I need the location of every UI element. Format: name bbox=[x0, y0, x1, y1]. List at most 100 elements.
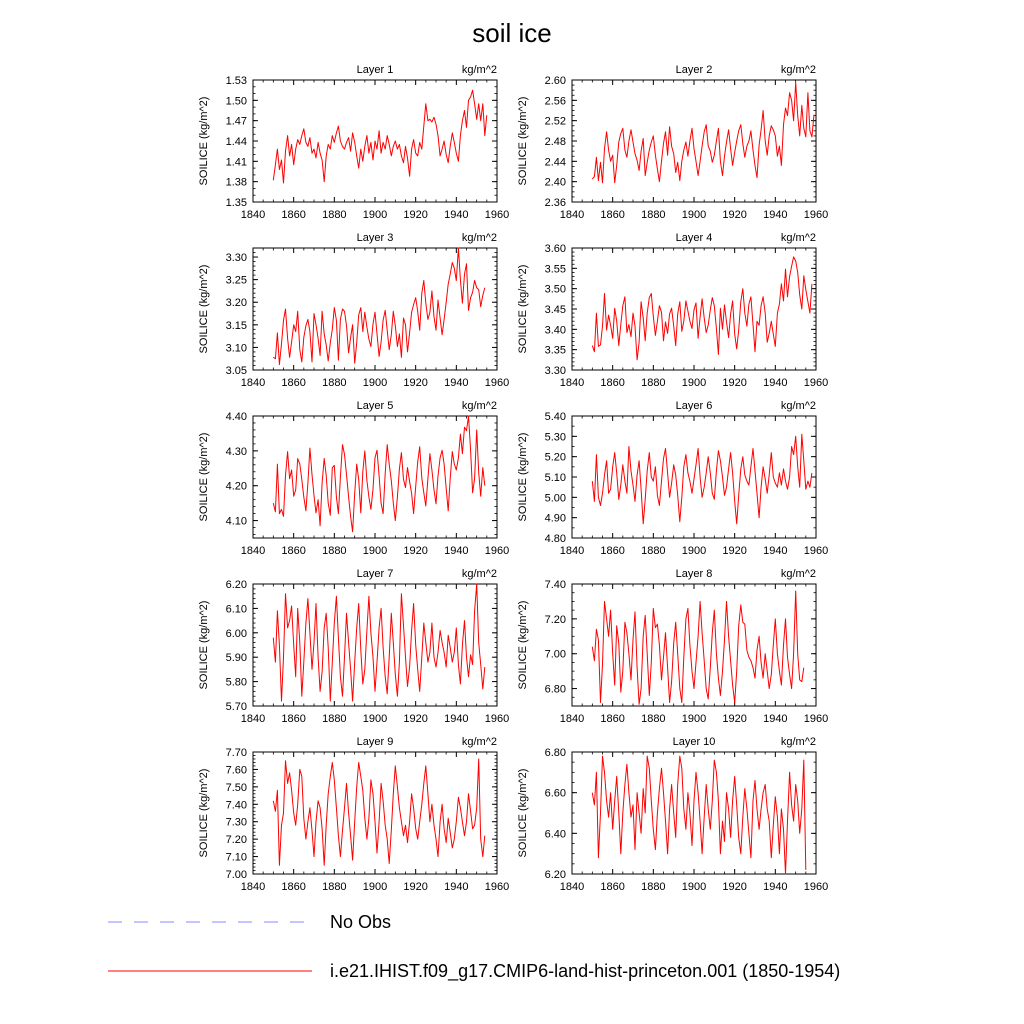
panel-3: 1840 1860 1880 1900 1920 1940 1960 3.05 3.10 3.15… bbox=[198, 232, 509, 389]
x-tick-label: 1880 bbox=[322, 209, 346, 221]
y-tick-label: 3.40 bbox=[545, 324, 566, 336]
panel-title: Layer 2 bbox=[676, 64, 713, 76]
x-tick-label: 1960 bbox=[804, 209, 828, 221]
x-tick-label: 1920 bbox=[403, 377, 427, 389]
y-tick-label: 3.55 bbox=[545, 263, 566, 275]
x-tick-label: 1840 bbox=[241, 881, 265, 893]
panel-1: 1840 1860 1880 1900 1920 1940 1960 1.35 1.38 1.41… bbox=[198, 64, 509, 221]
x-tick-label: 1840 bbox=[241, 545, 265, 557]
y-tick-label: 3.25 bbox=[226, 275, 247, 287]
y-tick-label: 3.15 bbox=[226, 320, 247, 332]
y-tick-label: 1.35 bbox=[226, 197, 247, 209]
y-tick-label: 3.60 bbox=[545, 243, 566, 255]
x-tick-label: 1920 bbox=[722, 713, 746, 725]
series-line bbox=[272, 415, 486, 533]
y-tick-label: 3.05 bbox=[226, 365, 247, 377]
panel-6: 1840 1860 1880 1900 1920 1940 1960 4.80 4.90 5.00… bbox=[517, 400, 828, 557]
y-tick-label: 2.44 bbox=[545, 156, 566, 168]
y-tick-label: 2.40 bbox=[545, 177, 566, 189]
x-tick-label: 1900 bbox=[363, 881, 387, 893]
x-tick-label: 1960 bbox=[485, 881, 509, 893]
y-tick-label: 6.00 bbox=[226, 628, 247, 640]
panel-4: 1840 1860 1880 1900 1920 1940 1960 3.30 3.35 3.40… bbox=[517, 232, 828, 389]
y-tick-label: 2.60 bbox=[545, 75, 566, 87]
y-tick-label: 7.50 bbox=[226, 782, 247, 794]
y-tick-label: 3.30 bbox=[226, 252, 247, 264]
panel-units: kg/m^2 bbox=[462, 64, 497, 76]
y-tick-label: 7.70 bbox=[226, 747, 247, 759]
panels: 1840 1860 1880 1900 1920 1940 1960 1.35 1.38 1.41… bbox=[198, 64, 828, 893]
x-tick-label: 1880 bbox=[641, 881, 665, 893]
panel-title: Layer 10 bbox=[673, 736, 716, 748]
x-tick-label: 1840 bbox=[560, 545, 584, 557]
x-tick-label: 1880 bbox=[641, 377, 665, 389]
panel-5: 1840 1860 1880 1900 1920 1940 1960 4.10 4.20 4.30… bbox=[198, 400, 509, 557]
x-tick-label: 1840 bbox=[560, 881, 584, 893]
y-tick-label: 6.20 bbox=[545, 869, 566, 881]
x-tick-label: 1920 bbox=[403, 881, 427, 893]
y-tick-label: 1.44 bbox=[226, 136, 247, 148]
y-tick-label: 4.20 bbox=[226, 481, 247, 493]
x-tick-label: 1960 bbox=[804, 377, 828, 389]
y-tick-label: 7.30 bbox=[226, 817, 247, 829]
panel-title: Layer 3 bbox=[357, 232, 394, 244]
y-tick-label: 3.20 bbox=[226, 297, 247, 309]
y-tick-label: 6.40 bbox=[545, 828, 566, 840]
y-tick-label: 7.40 bbox=[545, 579, 566, 591]
y-tick-label: 4.90 bbox=[545, 513, 566, 525]
x-tick-label: 1880 bbox=[322, 545, 346, 557]
panel-10: 1840 1860 1880 1900 1920 1940 1960 6.20 6.40 6.60… bbox=[517, 736, 828, 893]
x-tick-label: 1940 bbox=[444, 881, 468, 893]
panel-units: kg/m^2 bbox=[462, 232, 497, 244]
x-tick-label: 1920 bbox=[722, 209, 746, 221]
x-tick-label: 1940 bbox=[763, 881, 787, 893]
x-tick-label: 1860 bbox=[281, 713, 305, 725]
plot-frame bbox=[252, 247, 498, 371]
panel-8: 1840 1860 1880 1900 1920 1940 1960 6.80 7.00 7.20… bbox=[517, 568, 828, 725]
x-tick-label: 1940 bbox=[763, 545, 787, 557]
y-tick-label: 3.50 bbox=[545, 284, 566, 296]
panel-units: kg/m^2 bbox=[462, 568, 497, 580]
y-tick-label: 3.35 bbox=[545, 345, 566, 357]
x-tick-label: 1960 bbox=[804, 713, 828, 725]
x-tick-label: 1940 bbox=[763, 209, 787, 221]
y-tick-label: 5.90 bbox=[226, 652, 247, 664]
x-tick-label: 1880 bbox=[641, 209, 665, 221]
x-tick-label: 1900 bbox=[363, 377, 387, 389]
y-tick-label: 7.40 bbox=[226, 799, 247, 811]
y-axis-label: SOILICE (kg/m^2) bbox=[517, 97, 529, 186]
x-tick-label: 1900 bbox=[682, 545, 706, 557]
x-tick-label: 1960 bbox=[804, 545, 828, 557]
x-tick-label: 1960 bbox=[485, 209, 509, 221]
x-tick-label: 1860 bbox=[281, 881, 305, 893]
y-axis-label: SOILICE (kg/m^2) bbox=[517, 601, 529, 690]
x-tick-label: 1920 bbox=[722, 545, 746, 557]
series-line bbox=[272, 758, 486, 866]
y-tick-label: 1.50 bbox=[226, 95, 247, 107]
y-axis-label: SOILICE (kg/m^2) bbox=[198, 769, 210, 858]
x-tick-label: 1920 bbox=[403, 713, 427, 725]
panel-7: 1840 1860 1880 1900 1920 1940 1960 5.70 5.80 5.90… bbox=[198, 568, 509, 725]
y-tick-label: 1.47 bbox=[226, 116, 247, 128]
x-tick-label: 1940 bbox=[444, 209, 468, 221]
y-tick-label: 1.53 bbox=[226, 75, 247, 87]
x-tick-label: 1840 bbox=[241, 209, 265, 221]
x-tick-label: 1880 bbox=[641, 545, 665, 557]
x-tick-label: 1920 bbox=[722, 377, 746, 389]
x-tick-label: 1900 bbox=[682, 713, 706, 725]
panel-units: kg/m^2 bbox=[462, 736, 497, 748]
legend: No Obs i.e21.IHIST.f09_g17.CMIP6-land-hi… bbox=[108, 912, 840, 982]
panel-units: kg/m^2 bbox=[781, 736, 816, 748]
x-tick-label: 1920 bbox=[403, 545, 427, 557]
panel-title: Layer 9 bbox=[357, 736, 394, 748]
plot-frame bbox=[252, 751, 498, 875]
y-tick-label: 5.40 bbox=[545, 411, 566, 423]
series-line bbox=[591, 256, 813, 361]
series-line bbox=[273, 247, 486, 366]
y-tick-label: 7.20 bbox=[226, 834, 247, 846]
x-tick-label: 1860 bbox=[600, 377, 624, 389]
y-tick-label: 5.80 bbox=[226, 677, 247, 689]
series-line bbox=[591, 755, 807, 875]
panel-units: kg/m^2 bbox=[781, 400, 816, 412]
